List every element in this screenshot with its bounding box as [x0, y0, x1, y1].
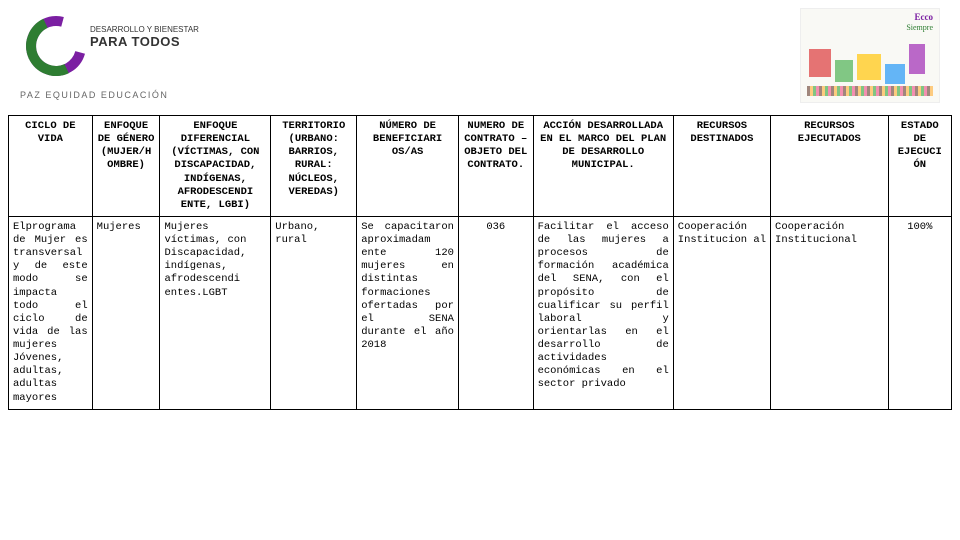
col-accion: ACCIÓN DESARROLLADA EN EL MARCO DEL PLAN… [533, 116, 673, 217]
cell-diferencial: Mujeres víctimas, con Discapacidad, indí… [160, 216, 271, 409]
cell-ciclo: Elprograma de Mujer es transversal y de … [9, 216, 93, 409]
col-territorio: TERRITORIO (URBANO: BARRIOS, RURAL: NÚCL… [271, 116, 357, 217]
col-diferencial: ENFOQUE DIFERENCIAL (VÍCTIMAS, CON DISCA… [160, 116, 271, 217]
cell-accion: Facilitar el acceso de las mujeres a pro… [533, 216, 673, 409]
col-ciclo: CICLO DE VIDA [9, 116, 93, 217]
header-illustration: Ecco Siempre [800, 8, 940, 103]
cell-estado: 100% [888, 216, 951, 409]
page: DESARROLLO Y BIENESTAR PARA TODOS PAZ EQ… [0, 0, 960, 540]
cell-ejecutados: Cooperación Institucional [771, 216, 889, 409]
cell-genero: Mujeres [92, 216, 160, 409]
header: DESARROLLO Y BIENESTAR PARA TODOS PAZ EQ… [0, 0, 960, 115]
col-ejecutados: RECURSOS EJECUTADOS [771, 116, 889, 217]
col-genero: ENFOQUE DE GÉNERO (MUJER/H OMBRE) [92, 116, 160, 217]
cell-destinados: Cooperación Institucion al [673, 216, 770, 409]
logo-swirl-icon [18, 8, 95, 85]
cell-contrato: 036 [458, 216, 533, 409]
col-contrato: NUMERO DE CONTRATO – OBJETO DEL CONTRATO… [458, 116, 533, 217]
data-table: CICLO DE VIDA ENFOQUE DE GÉNERO (MUJER/H… [8, 115, 952, 410]
table-row: Elprograma de Mujer es transversal y de … [9, 216, 952, 409]
logo-line2: PARA TODOS [90, 35, 199, 49]
logo-para-todos: DESARROLLO Y BIENESTAR PARA TODOS PAZ EQ… [20, 8, 210, 108]
logo-subtitle: PAZ EQUIDAD EDUCACIÓN [20, 90, 168, 100]
cell-territorio: Urbano, rural [271, 216, 357, 409]
illus-title: Ecco [915, 12, 934, 22]
illus-subtitle: Siempre [906, 23, 933, 32]
col-beneficiarios: NÚMERO DE BENEFICIARI OS/AS [357, 116, 459, 217]
table-header-row: CICLO DE VIDA ENFOQUE DE GÉNERO (MUJER/H… [9, 116, 952, 217]
cell-beneficiarios: Se capacitaron aproximadam ente 120 muje… [357, 216, 459, 409]
logo-text: DESARROLLO Y BIENESTAR PARA TODOS [90, 26, 199, 49]
col-estado: ESTADO DE EJECUCI ÓN [888, 116, 951, 217]
col-destinados: RECURSOS DESTINADOS [673, 116, 770, 217]
